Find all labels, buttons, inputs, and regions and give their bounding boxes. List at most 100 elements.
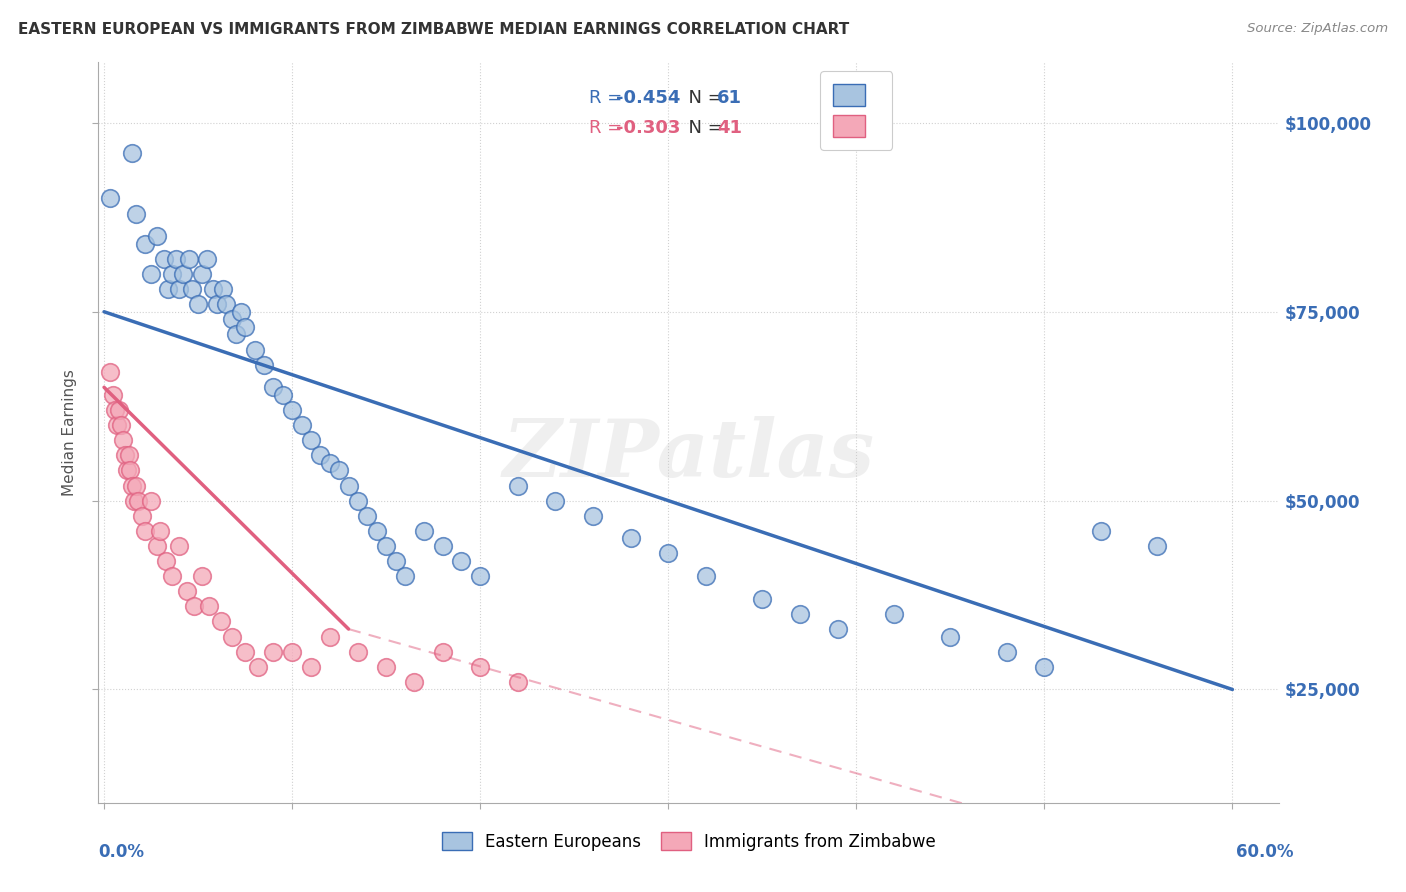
Point xyxy=(695,569,717,583)
Point xyxy=(183,599,205,614)
Point xyxy=(202,282,225,296)
Point xyxy=(233,645,256,659)
Point xyxy=(375,660,398,674)
Point xyxy=(104,403,127,417)
Point xyxy=(121,478,143,492)
Text: Source: ZipAtlas.com: Source: ZipAtlas.com xyxy=(1247,22,1388,36)
Point xyxy=(155,554,177,568)
Point xyxy=(139,493,162,508)
Point xyxy=(299,660,322,674)
Point xyxy=(233,319,256,334)
Text: EASTERN EUROPEAN VS IMMIGRANTS FROM ZIMBABWE MEDIAN EARNINGS CORRELATION CHART: EASTERN EUROPEAN VS IMMIGRANTS FROM ZIMB… xyxy=(18,22,849,37)
Point xyxy=(121,146,143,161)
Point xyxy=(995,645,1018,659)
Point xyxy=(176,584,198,599)
Point xyxy=(450,554,472,568)
Point xyxy=(319,456,342,470)
Point xyxy=(262,645,284,659)
Point xyxy=(111,433,134,447)
Point xyxy=(221,630,243,644)
Point xyxy=(432,645,454,659)
Point xyxy=(177,252,200,266)
Point xyxy=(115,463,138,477)
Point xyxy=(127,493,149,508)
Point xyxy=(134,236,156,251)
Point xyxy=(366,524,388,538)
Point xyxy=(262,380,284,394)
Point xyxy=(187,297,209,311)
Point xyxy=(751,591,773,606)
Point xyxy=(169,539,191,553)
Point xyxy=(125,478,148,492)
Point xyxy=(1146,539,1168,553)
Text: 41: 41 xyxy=(717,119,742,136)
Text: 0.0%: 0.0% xyxy=(98,843,145,861)
Point xyxy=(160,267,183,281)
Point xyxy=(215,297,238,311)
Point xyxy=(384,554,406,568)
Point xyxy=(356,508,378,523)
Point xyxy=(125,206,148,220)
Point xyxy=(134,524,156,538)
Point xyxy=(145,539,167,553)
Point xyxy=(470,660,492,674)
Text: N =: N = xyxy=(678,119,728,136)
Point xyxy=(209,615,232,629)
Point xyxy=(582,508,605,523)
Point xyxy=(231,304,253,318)
Point xyxy=(156,282,179,296)
Text: ZIPatlas: ZIPatlas xyxy=(503,416,875,493)
Point xyxy=(309,448,332,462)
Point xyxy=(281,403,304,417)
Point xyxy=(620,532,643,546)
Point xyxy=(160,569,183,583)
Point xyxy=(191,267,214,281)
Point xyxy=(105,418,128,433)
Point xyxy=(117,448,139,462)
Point xyxy=(544,493,567,508)
Point xyxy=(347,645,370,659)
Point xyxy=(299,433,322,447)
Point xyxy=(883,607,905,621)
Point xyxy=(98,191,121,205)
Point xyxy=(243,343,266,357)
Point xyxy=(165,252,187,266)
Point xyxy=(337,478,360,492)
Point xyxy=(319,630,342,644)
Point xyxy=(253,358,276,372)
Point xyxy=(328,463,350,477)
Point xyxy=(432,539,454,553)
Point xyxy=(191,569,214,583)
Text: 61: 61 xyxy=(717,89,742,107)
Point xyxy=(153,252,176,266)
Point xyxy=(1033,660,1056,674)
Point xyxy=(139,267,162,281)
Point xyxy=(149,524,172,538)
Point xyxy=(108,403,131,417)
Point xyxy=(122,493,145,508)
Point xyxy=(172,267,194,281)
Point xyxy=(271,388,294,402)
Point xyxy=(205,297,228,311)
Text: 60.0%: 60.0% xyxy=(1236,843,1294,861)
Point xyxy=(131,508,153,523)
Point xyxy=(394,569,416,583)
Legend: Eastern Europeans, Immigrants from Zimbabwe: Eastern Europeans, Immigrants from Zimba… xyxy=(434,825,943,857)
Point xyxy=(197,252,219,266)
Point xyxy=(221,312,243,326)
Point xyxy=(412,524,434,538)
Point xyxy=(1090,524,1112,538)
Point xyxy=(506,674,529,689)
Point xyxy=(281,645,304,659)
Point xyxy=(103,388,125,402)
Point xyxy=(110,418,132,433)
Point xyxy=(939,630,962,644)
Y-axis label: Median Earnings: Median Earnings xyxy=(62,369,77,496)
Point xyxy=(470,569,492,583)
Point xyxy=(98,365,121,379)
Point xyxy=(375,539,398,553)
Text: -0.303: -0.303 xyxy=(616,119,681,136)
Point xyxy=(247,660,270,674)
Point xyxy=(145,229,167,244)
Text: R =: R = xyxy=(589,119,627,136)
